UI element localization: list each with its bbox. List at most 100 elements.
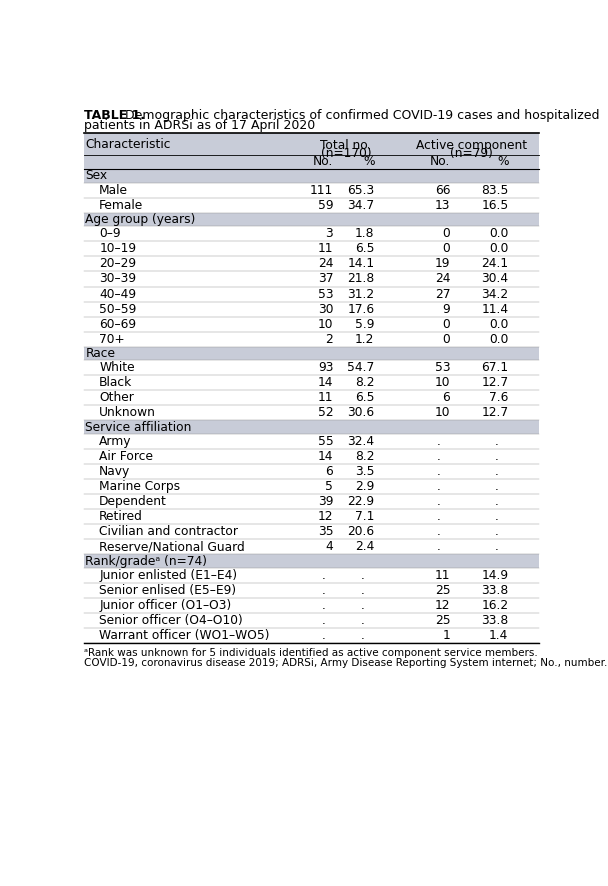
- Text: Rank/gradeᵃ (n=74): Rank/gradeᵃ (n=74): [85, 555, 207, 568]
- Text: ᵃRank was unknown for 5 individuals identified as active component service membe: ᵃRank was unknown for 5 individuals iden…: [84, 648, 537, 658]
- Text: Black: Black: [99, 377, 133, 390]
- Text: 52: 52: [317, 407, 333, 419]
- Text: No.: No.: [313, 155, 333, 168]
- Text: .: .: [437, 525, 441, 539]
- Text: Warrant officer (WO1–WO5): Warrant officer (WO1–WO5): [99, 629, 270, 642]
- Bar: [84, 155, 539, 168]
- Text: 25: 25: [435, 585, 451, 597]
- Text: 25: 25: [435, 614, 451, 627]
- Text: .: .: [322, 585, 326, 597]
- Bar: [84, 331, 539, 346]
- Text: 11: 11: [318, 392, 333, 404]
- Bar: [84, 376, 539, 391]
- Text: 34.7: 34.7: [347, 198, 375, 212]
- Text: 24: 24: [318, 258, 333, 270]
- Bar: [84, 133, 539, 155]
- Text: 14.1: 14.1: [347, 258, 375, 270]
- Bar: [84, 168, 539, 183]
- Text: Junior officer (O1–O3): Junior officer (O1–O3): [99, 599, 232, 612]
- Bar: [84, 361, 539, 376]
- Text: 9: 9: [443, 302, 451, 315]
- Text: .: .: [437, 450, 441, 463]
- Text: 3: 3: [325, 228, 333, 240]
- Text: 93: 93: [318, 361, 333, 375]
- Bar: [84, 525, 539, 540]
- Bar: [84, 256, 539, 271]
- Text: 0: 0: [443, 243, 451, 255]
- Text: 0: 0: [443, 228, 451, 240]
- Text: 40–49: 40–49: [99, 288, 136, 300]
- Text: Service affiliation: Service affiliation: [85, 421, 192, 434]
- Text: Marine Corps: Marine Corps: [99, 480, 181, 494]
- Text: 2: 2: [325, 332, 333, 346]
- Bar: [84, 494, 539, 509]
- Text: Other: Other: [99, 392, 134, 404]
- Text: patients in ADRSi as of 17 April 2020: patients in ADRSi as of 17 April 2020: [84, 120, 315, 132]
- Text: Dependent: Dependent: [99, 495, 167, 509]
- Bar: [84, 479, 539, 494]
- Text: 1.4: 1.4: [489, 629, 508, 642]
- Text: Race: Race: [85, 347, 116, 360]
- Text: .: .: [437, 540, 441, 554]
- Text: Senior enlised (E5–E9): Senior enlised (E5–E9): [99, 585, 237, 597]
- Text: Male: Male: [99, 183, 128, 197]
- Text: 65.3: 65.3: [347, 183, 375, 197]
- Text: Sex: Sex: [85, 169, 108, 183]
- Text: (n=79): (n=79): [450, 147, 493, 160]
- Text: 24.1: 24.1: [482, 258, 508, 270]
- Text: Retired: Retired: [99, 510, 143, 524]
- Text: 12.7: 12.7: [482, 377, 508, 390]
- Text: 4: 4: [325, 540, 333, 554]
- Text: .: .: [437, 465, 441, 478]
- Text: Senior officer (O4–O10): Senior officer (O4–O10): [99, 614, 243, 627]
- Text: 16.5: 16.5: [481, 198, 508, 212]
- Text: .: .: [361, 585, 365, 597]
- Text: 0: 0: [443, 332, 451, 346]
- Text: Female: Female: [99, 198, 143, 212]
- Text: 6.5: 6.5: [355, 243, 375, 255]
- Text: 16.2: 16.2: [482, 599, 508, 612]
- Bar: [84, 449, 539, 464]
- Text: 11: 11: [435, 570, 451, 582]
- Text: 3.5: 3.5: [355, 465, 375, 478]
- Text: 0: 0: [443, 317, 451, 330]
- Text: .: .: [361, 614, 365, 627]
- Bar: [84, 598, 539, 613]
- Text: 0.0: 0.0: [489, 228, 508, 240]
- Text: 35: 35: [317, 525, 333, 539]
- Text: 32.4: 32.4: [347, 435, 375, 448]
- Text: 17.6: 17.6: [347, 302, 375, 315]
- Text: 11: 11: [318, 243, 333, 255]
- Text: 33.8: 33.8: [481, 585, 508, 597]
- Text: Active component: Active component: [416, 139, 527, 152]
- Text: (n=170): (n=170): [321, 147, 371, 160]
- Text: 30: 30: [318, 302, 333, 315]
- Text: 10: 10: [435, 377, 451, 390]
- Text: 21.8: 21.8: [347, 273, 375, 285]
- Text: 34.2: 34.2: [482, 288, 508, 300]
- Text: Air Force: Air Force: [99, 450, 153, 463]
- Bar: [84, 434, 539, 449]
- Text: No.: No.: [430, 155, 451, 168]
- Text: 27: 27: [435, 288, 451, 300]
- Bar: [84, 346, 539, 361]
- Bar: [84, 183, 539, 198]
- Text: 10: 10: [435, 407, 451, 419]
- Bar: [84, 613, 539, 628]
- Text: Characteristic: Characteristic: [85, 137, 171, 151]
- Bar: [84, 198, 539, 213]
- Text: 7.1: 7.1: [355, 510, 375, 524]
- Bar: [84, 242, 539, 256]
- Bar: [84, 286, 539, 301]
- Text: 20–29: 20–29: [99, 258, 136, 270]
- Text: 39: 39: [318, 495, 333, 509]
- Text: .: .: [322, 629, 326, 642]
- Text: .: .: [361, 570, 365, 582]
- Text: .: .: [437, 480, 441, 494]
- Text: 30.4: 30.4: [482, 273, 508, 285]
- Text: 12: 12: [435, 599, 451, 612]
- Text: 1.2: 1.2: [355, 332, 375, 346]
- Bar: [84, 540, 539, 555]
- Text: 70+: 70+: [99, 332, 125, 346]
- Text: TABLE 1.: TABLE 1.: [84, 109, 145, 122]
